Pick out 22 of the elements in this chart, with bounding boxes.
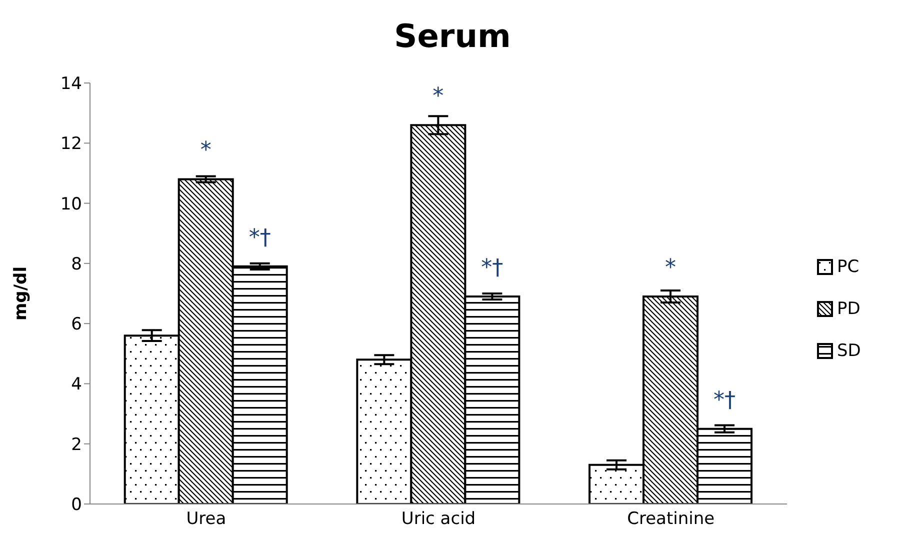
- data-label: *: [200, 138, 212, 164]
- y-tick-label: 4: [71, 374, 82, 395]
- y-tick-label: 0: [71, 495, 82, 516]
- y-tick-label: 2: [71, 434, 82, 455]
- data-label: *†: [248, 225, 271, 250]
- x-tick-label: Uric acid: [401, 509, 476, 530]
- x-tick-label: Creatinine: [627, 509, 715, 530]
- y-tick-label: 14: [60, 74, 82, 94]
- data-label: *†: [714, 388, 736, 413]
- y-axis-title: mg/dl: [11, 266, 32, 321]
- legend-label: PD: [837, 298, 860, 318]
- y-tick-label: 8: [71, 254, 82, 274]
- data-label: *†: [481, 256, 504, 281]
- chart-title: Serum: [393, 16, 512, 57]
- legend-label: SD: [837, 340, 861, 360]
- y-tick-label: 12: [60, 134, 82, 154]
- y-tick-label: 6: [71, 314, 82, 335]
- x-tick-label: Urea: [186, 509, 226, 530]
- y-tick-label: 10: [60, 194, 82, 214]
- data-label: *: [665, 256, 676, 281]
- legend-label: PC: [837, 256, 860, 276]
- data-label: *: [432, 84, 444, 110]
